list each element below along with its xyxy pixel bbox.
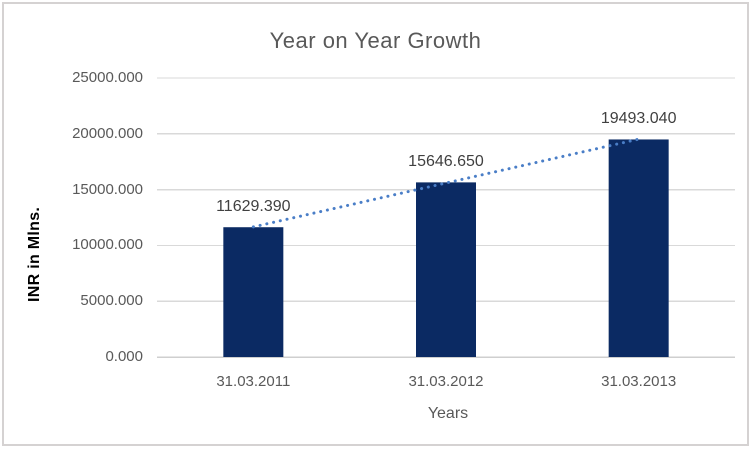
y-tick-label: 5000.000 — [80, 292, 143, 310]
bar-31.03.2013 — [608, 139, 669, 357]
category-label: 31.03.2011 — [216, 373, 291, 390]
chart-title: Year on Year Growth — [269, 28, 482, 53]
category-label: 31.03.2013 — [601, 373, 677, 390]
bar-31.03.2012 — [416, 182, 476, 357]
data-label: 15646.650 — [408, 153, 484, 171]
data-label: 19493.040 — [600, 110, 677, 128]
x-axis-title: Years — [427, 405, 469, 422]
y-tick-label: 0.000 — [105, 348, 143, 365]
bar-31.03.2011 — [223, 227, 284, 357]
y-tick-label: 20000.000 — [72, 124, 143, 142]
data-label: 11629.390 — [216, 198, 291, 216]
plot-area — [157, 77, 735, 358]
category-label: 31.03.2012 — [408, 373, 484, 390]
y-tick-label: 25000.000 — [72, 69, 143, 86]
chart-area: Year on Year Growth INR in Mlns. Years 0… — [2, 2, 749, 446]
y-tick-label: 10000.000 — [72, 236, 143, 254]
y-tick-label: 15000.000 — [72, 180, 143, 198]
